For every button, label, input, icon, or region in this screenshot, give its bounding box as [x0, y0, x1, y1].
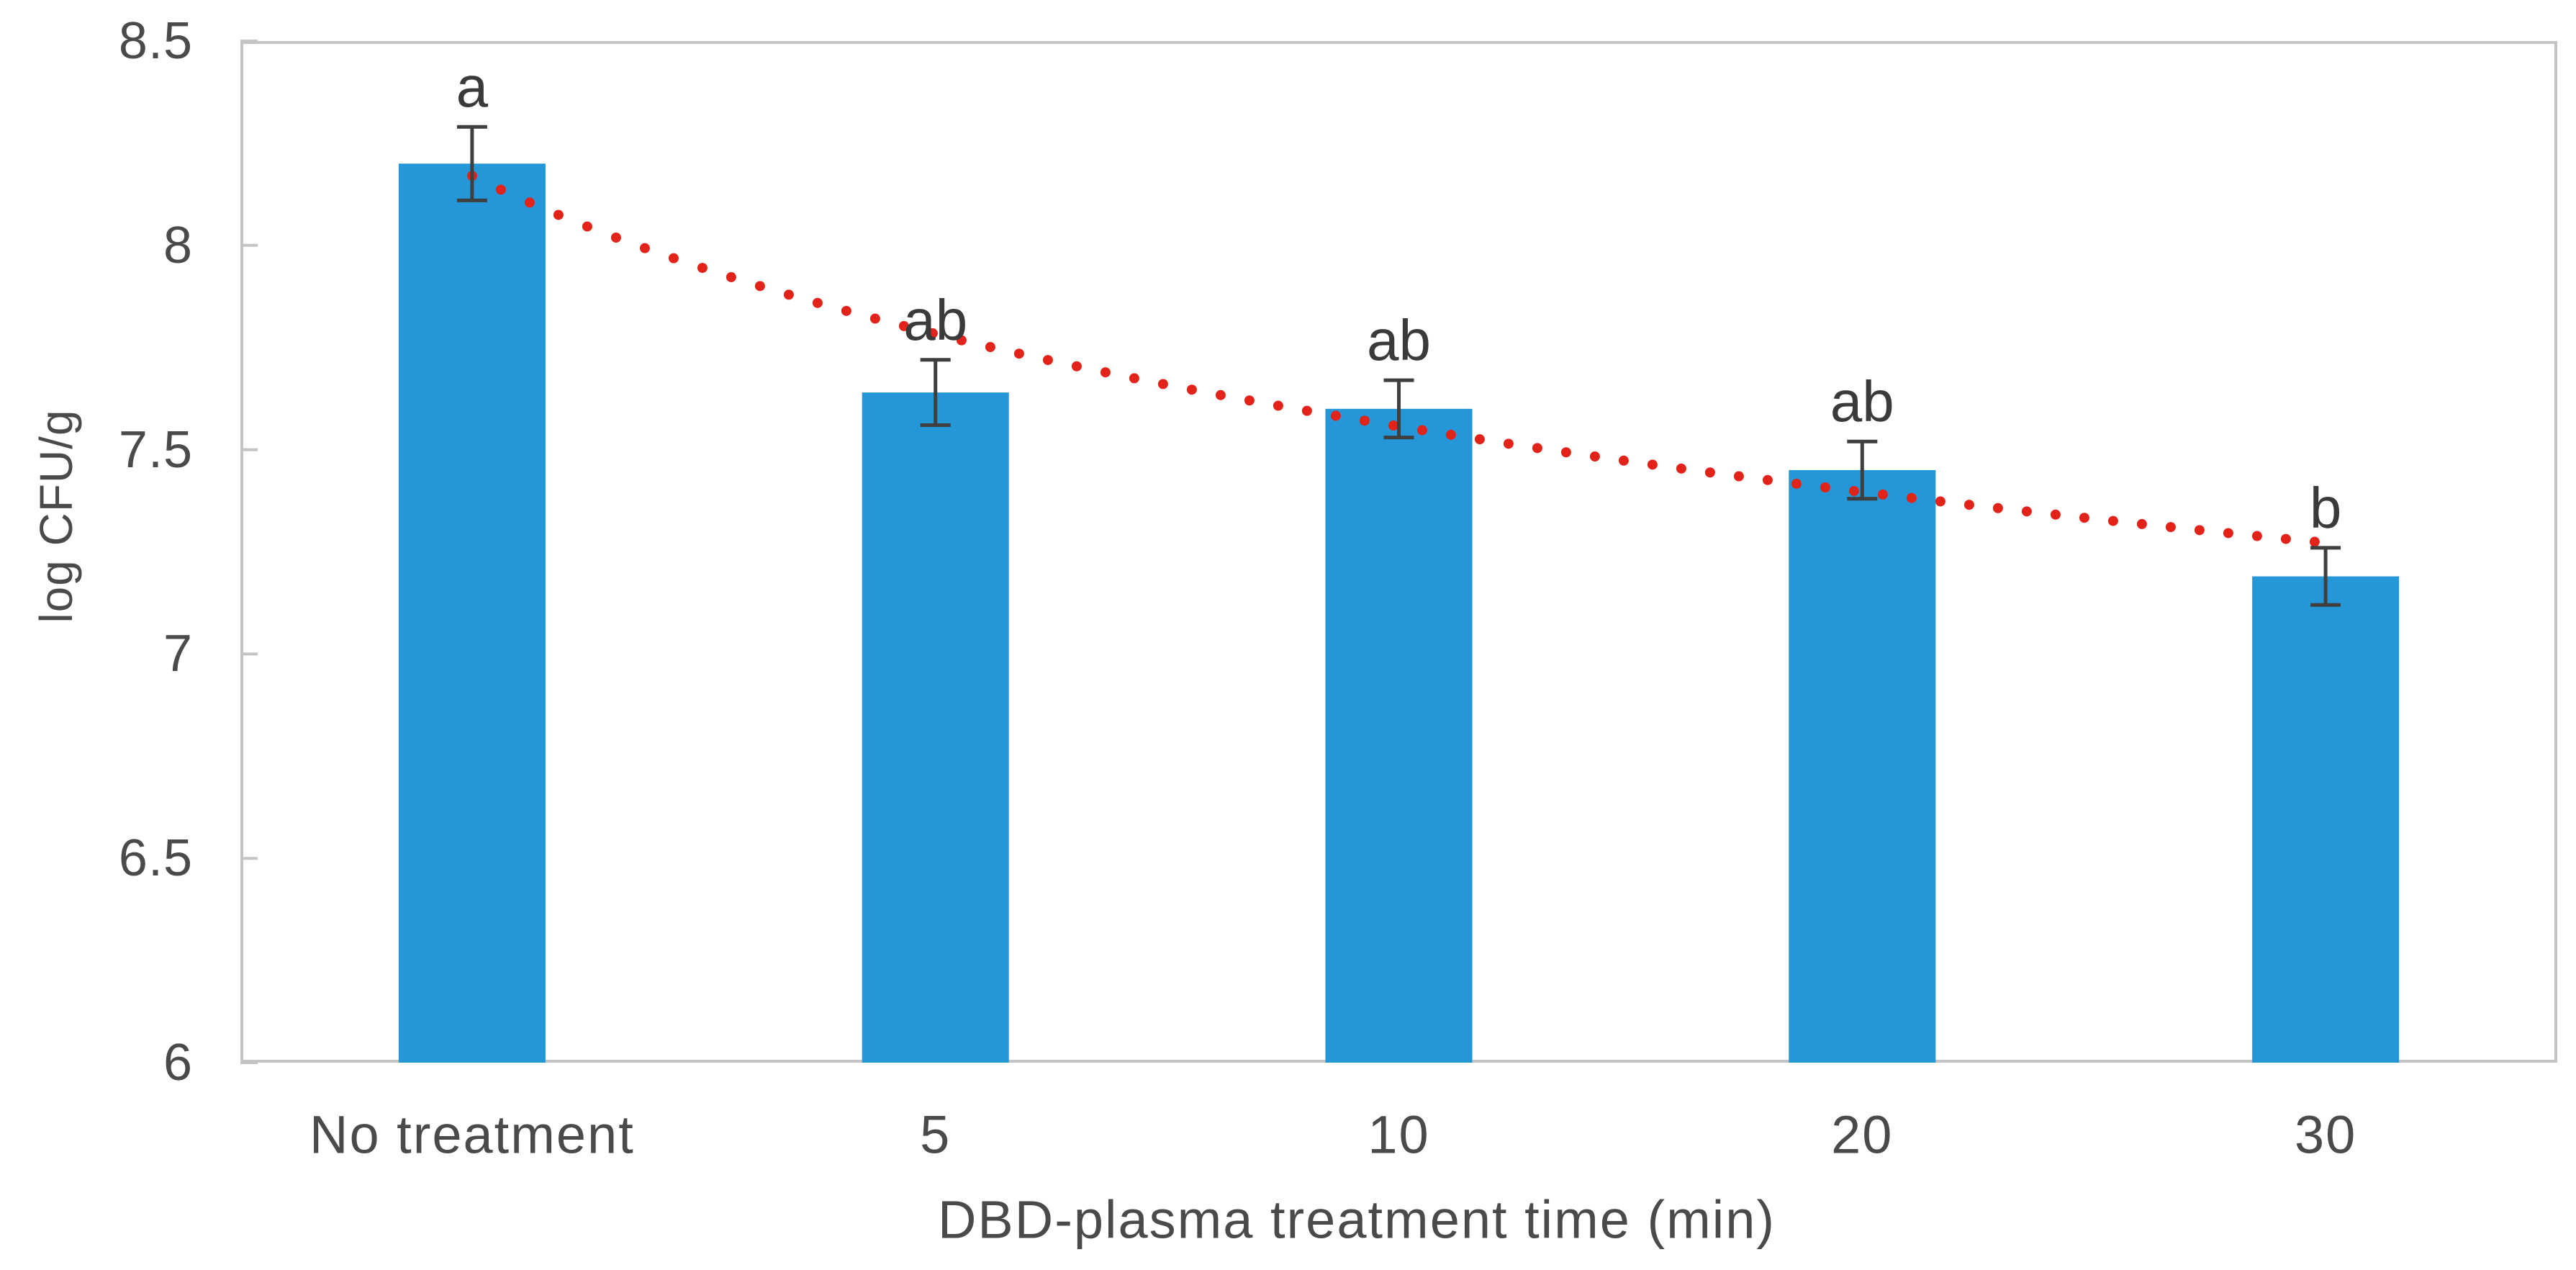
- trendline-dot: [1503, 438, 1514, 449]
- trendline-dot: [1186, 384, 1197, 395]
- trendline-dot: [1704, 467, 1715, 478]
- y-tick-label-7: 7: [163, 625, 193, 683]
- trendline-dot: [639, 243, 650, 253]
- trendline-dot: [1762, 474, 1773, 485]
- trendline-dot: [1560, 447, 1571, 458]
- trendline-dot: [1013, 348, 1024, 359]
- trendline-dot: [2280, 533, 2291, 544]
- trendline-dot: [1157, 379, 1168, 389]
- trendline-dot: [2223, 528, 2233, 539]
- trendline-dot: [2079, 513, 2089, 523]
- trendline-dot: [1992, 503, 2003, 513]
- trendline-dot: [898, 320, 909, 331]
- trendline-dot: [1071, 361, 1082, 371]
- trendline-dot: [610, 232, 621, 243]
- trendline-dot: [1791, 478, 1802, 489]
- trendline-dot: [1100, 367, 1111, 378]
- x-category-label-5: 5: [920, 1104, 952, 1165]
- x-category-label-10: 10: [1368, 1104, 1430, 1165]
- trendline-dot: [2050, 509, 2061, 520]
- trendline-dot: [1733, 471, 1744, 482]
- trendline-dot: [841, 305, 851, 316]
- y-tick-label-6-5: 6.5: [118, 829, 193, 888]
- trendline-dot: [1215, 389, 1226, 400]
- trendline-dot: [1129, 373, 1139, 384]
- trendline-dot: [1388, 420, 1398, 431]
- trendline-dot: [1676, 463, 1686, 474]
- trendline-dot: [1906, 492, 1917, 503]
- trendline-dot: [1963, 500, 1974, 510]
- trendline-dot: [1474, 434, 1485, 445]
- trendline-dot: [524, 197, 535, 208]
- x-category-label-no-treatment: No treatment: [309, 1104, 635, 1165]
- trendline-dot: [1647, 459, 1658, 470]
- x-category-label-20: 20: [1831, 1104, 1894, 1165]
- trendline-dot: [1273, 400, 1283, 411]
- significance-letter-30: b: [2309, 475, 2342, 540]
- trendline-dot: [1848, 485, 1859, 496]
- trendline-dot: [783, 289, 794, 300]
- x-category-label-30: 30: [2294, 1104, 2357, 1165]
- bar-no-treatment: [398, 163, 546, 1063]
- trendline-dot: [2107, 515, 2118, 526]
- trendline-dot: [985, 342, 995, 353]
- trendline-dot: [726, 271, 736, 282]
- trendline-dot: [2309, 536, 2320, 547]
- trendline-dot: [869, 313, 880, 324]
- trendline-dot: [1532, 443, 1542, 454]
- y-tick-label-6: 6: [163, 1034, 193, 1091]
- trendline-dot: [2165, 522, 2176, 533]
- bar-5: [862, 392, 1009, 1063]
- trendline-dot: [668, 253, 679, 264]
- trendline-dot: [2194, 525, 2205, 536]
- y-tick-label-8: 8: [163, 216, 193, 274]
- trendline-dot: [582, 221, 592, 232]
- y-axis-title: log CFU/g: [30, 409, 82, 623]
- trendline-dot: [1877, 489, 1888, 500]
- trendline-dot: [1618, 455, 1629, 466]
- trendline-dot: [2251, 531, 2262, 541]
- trendline-dot: [812, 297, 823, 308]
- trendline-dot: [1589, 451, 1600, 462]
- significance-letter-10: ab: [1367, 308, 1431, 373]
- y-axis-tick-labels: 8.5 8 7.5 7 6.5 6: [0, 0, 193, 1270]
- trendline-dot: [495, 184, 506, 195]
- trendline-dot: [553, 210, 564, 220]
- trendline-dot: [1042, 355, 1053, 366]
- x-axis-title: DBD-plasma treatment time (min): [937, 1189, 1776, 1250]
- trendline-dot: [1935, 496, 1945, 507]
- y-tick-label-8-5: 8.5: [118, 12, 193, 70]
- trendline-dot: [1359, 415, 1370, 426]
- significance-letter-no-treatment: a: [456, 55, 489, 120]
- trendline-dot: [1330, 410, 1341, 421]
- bar-20: [1789, 469, 1936, 1063]
- trendline-dot: [1820, 482, 1830, 492]
- y-tick-label-7-5: 7.5: [118, 420, 193, 479]
- trendline-dot: [2136, 518, 2147, 529]
- bar-10: [1325, 408, 1473, 1063]
- trendline-dot: [754, 281, 765, 292]
- trendline-dot: [2021, 506, 2032, 517]
- trendline-dot: [956, 335, 967, 346]
- trendline-dot: [1301, 405, 1312, 416]
- trendline-dot: [1244, 395, 1255, 406]
- significance-letter-20: ab: [1830, 369, 1894, 434]
- trendline-dot: [1445, 429, 1456, 440]
- bar-30: [2252, 576, 2400, 1063]
- significance-letter-5: ab: [903, 287, 968, 352]
- trendline-dot: [927, 328, 938, 338]
- trendline-dot: [697, 263, 708, 274]
- trendline-dot: [1416, 425, 1427, 436]
